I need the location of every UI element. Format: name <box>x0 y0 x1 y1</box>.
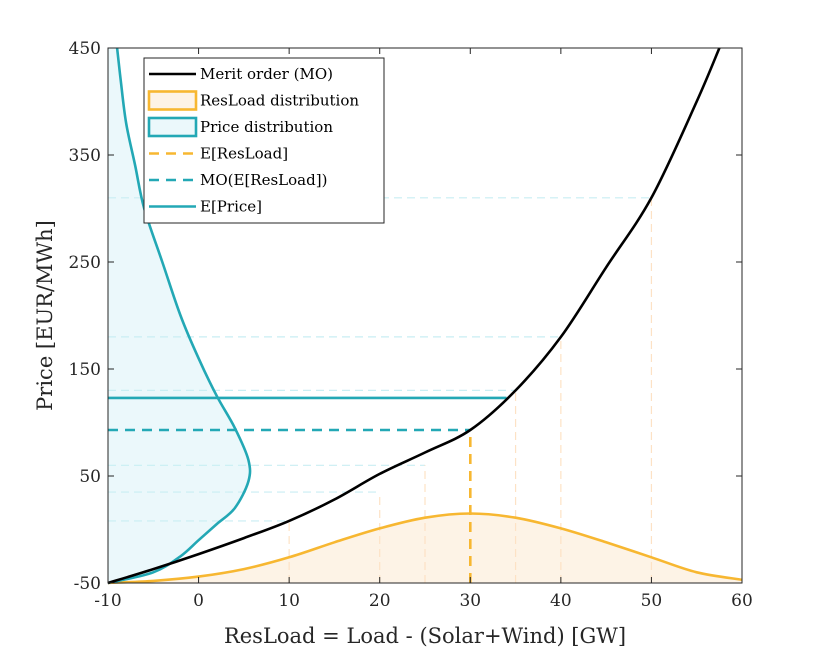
x-tick-label: 40 <box>550 591 572 611</box>
legend-box <box>143 57 385 224</box>
distribution-fills <box>108 48 742 583</box>
resload-distribution-fill <box>108 513 742 583</box>
series-lines <box>107 47 743 585</box>
axis-ticks: -10 0 10 20 30 40 50 60 -50 50 150 250 350 450 <box>69 39 753 611</box>
series-resload-distribution <box>107 512 743 585</box>
legend-label-merit-order-mo: Merit order (MO) <box>200 65 333 83</box>
y-tick-label: 50 <box>79 467 101 487</box>
x-tick-label: 0 <box>193 591 204 611</box>
legend-label-mo-e-resload: MO(E[ResLoad]) <box>200 171 327 189</box>
series-merit-order-mo <box>107 47 721 585</box>
x-tick-label: -10 <box>94 591 121 611</box>
guide-lines <box>108 197 653 583</box>
y-tick-label: 150 <box>69 360 101 380</box>
legend-swatch-price-distribution <box>147 116 198 138</box>
x-tick-label: 50 <box>641 591 663 611</box>
legend-label-price-distribution: Price distribution <box>200 118 333 136</box>
legend-swatch-resload-distribution <box>147 90 198 111</box>
plot-frame <box>107 47 743 584</box>
price-distribution-fill <box>108 48 251 583</box>
legend-label-e-resload: E[ResLoad] <box>200 145 288 163</box>
legend-label-e-price: E[Price] <box>200 198 262 216</box>
y-tick-label: -50 <box>74 574 101 594</box>
y-axis-label: Price [EUR/MWh] <box>33 220 57 411</box>
y-tick-label: 350 <box>69 146 101 166</box>
series-price-distribution <box>107 47 252 585</box>
x-axis-label: ResLoad = Load - (Solar+Wind) [GW] <box>224 624 626 648</box>
x-tick-label: 10 <box>278 591 300 611</box>
x-tick-label: 60 <box>731 591 753 611</box>
x-tick-label: 30 <box>459 591 481 611</box>
y-tick-label: 450 <box>69 39 101 59</box>
legend-label-resload-distribution: ResLoad distribution <box>200 92 359 110</box>
y-tick-label: 250 <box>69 253 101 273</box>
x-tick-label: 20 <box>369 591 391 611</box>
legend: Merit order (MO) ResLoad distribution Pric… <box>143 57 385 224</box>
